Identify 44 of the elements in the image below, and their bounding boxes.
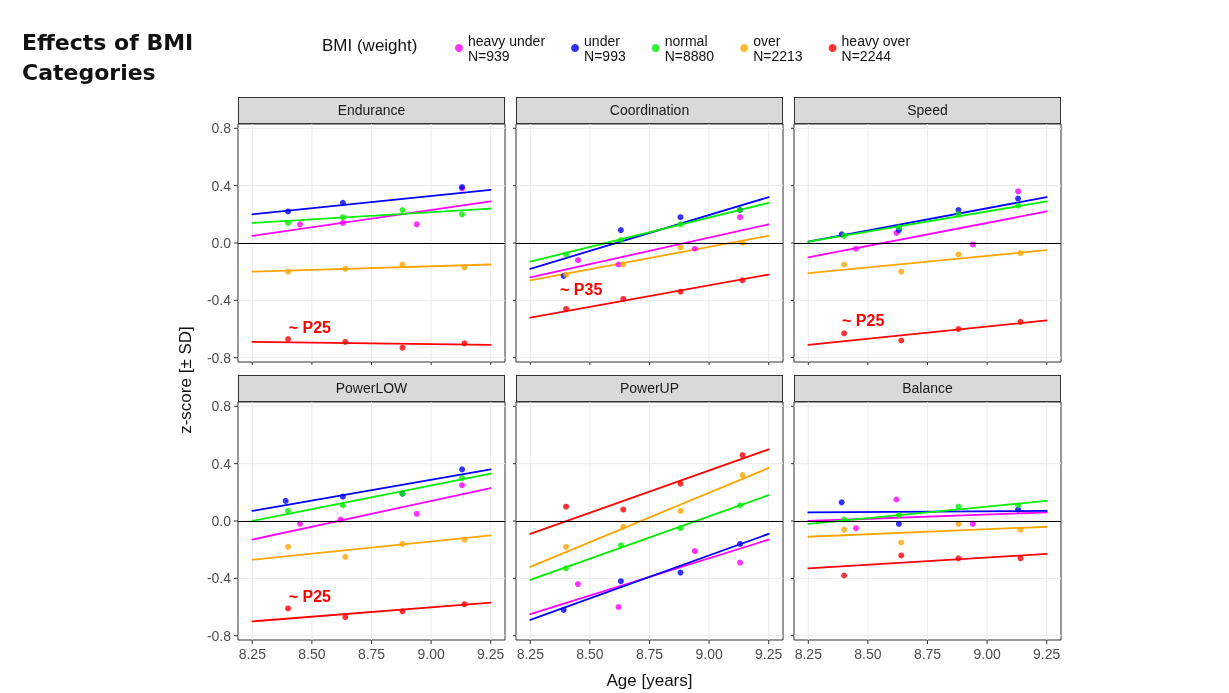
legend-label: normal N=8880 xyxy=(664,32,715,64)
legend-title: BMI (weight) xyxy=(322,36,418,56)
legend-label: heavy under N=939 xyxy=(468,32,546,64)
legend-label: heavy over N=2244 xyxy=(841,32,911,64)
text: Effects of BMI Categories xyxy=(22,29,195,87)
x-tick-label: 8.25 xyxy=(516,646,545,662)
y-tick-label: -0.8 xyxy=(206,349,232,366)
chart-title: Endurance xyxy=(238,97,505,124)
chart-title: Balance xyxy=(794,375,1061,402)
x-tick-label: 9.00 xyxy=(695,646,723,662)
y-tick-label: -0.8 xyxy=(206,627,232,644)
annotation: ~ P25 xyxy=(288,587,331,606)
x-tick-label: 8.25 xyxy=(238,646,267,662)
legend-label: under N=993 xyxy=(584,32,626,64)
x-tick-label: 8.75 xyxy=(913,646,942,662)
x-tick-label: 9.25 xyxy=(1033,646,1061,662)
x-tick-label: 9.25 xyxy=(755,646,783,662)
x-axis-title: Age [years] xyxy=(606,671,693,690)
chart-title: Speed xyxy=(794,97,1061,124)
y-tick-label: 0.4 xyxy=(211,455,232,472)
annotation: ~ P25 xyxy=(842,312,885,331)
y-axis-title: z-score [± SD] xyxy=(176,326,196,434)
chart-title: Coordination xyxy=(516,97,783,124)
x-tick-label: 8.50 xyxy=(854,646,882,662)
x-tick-label: 9.00 xyxy=(973,646,1001,662)
x-tick-label: 8.75 xyxy=(357,646,386,662)
x-tick-label: 8.50 xyxy=(298,646,326,662)
x-tick-label: 8.75 xyxy=(635,646,664,662)
y-tick-label: 0.8 xyxy=(211,120,232,137)
y-tick-label: -0.4 xyxy=(206,570,232,587)
y-tick-label: 0.0 xyxy=(211,235,232,251)
annotation: ~ P25 xyxy=(288,319,331,338)
y-tick-label: 0.0 xyxy=(211,513,232,529)
chart-title: PowerLOW xyxy=(238,375,505,402)
y-tick-label: 0.4 xyxy=(211,177,232,194)
x-tick-label: 9.00 xyxy=(417,646,445,662)
annotation: ~ P35 xyxy=(560,281,603,300)
x-tick-label: 8.25 xyxy=(794,646,823,662)
legend-label: over N=2213 xyxy=(753,32,803,64)
x-tick-label: 9.25 xyxy=(477,646,505,662)
chart-title: PowerUP xyxy=(516,375,783,402)
x-tick-label: 8.50 xyxy=(576,646,604,662)
y-tick-label: 0.8 xyxy=(211,398,232,415)
y-tick-label: -0.4 xyxy=(206,292,232,309)
